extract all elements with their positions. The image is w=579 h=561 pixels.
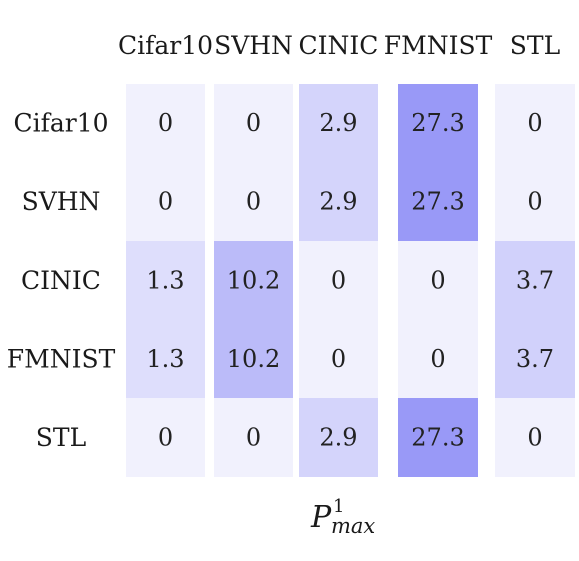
row-label-cifar10: Cifar10	[13, 109, 108, 138]
row-labels: Cifar10 SVHN CINIC FMNIST STL	[7, 109, 116, 453]
heatmap-cell-cinic-cinic	[299, 241, 378, 320]
heatmap-cell-cinic-cifar10	[126, 241, 205, 320]
title-base: P	[310, 500, 332, 535]
cell-value-stl-svhn: 0	[246, 424, 261, 452]
title-subscript: max	[331, 514, 375, 538]
cell-value-fmnist-stl: 3.7	[516, 345, 554, 373]
column-label-cinic: CINIC	[299, 31, 379, 60]
cell-value-cinic-cifar10: 1.3	[146, 267, 184, 295]
cell-value-cifar10-stl: 0	[527, 109, 542, 137]
heatmap-cell-fmnist-cifar10	[126, 320, 205, 398]
row-label-fmnist: FMNIST	[7, 345, 116, 374]
cell-value-stl-cinic: 2.9	[319, 424, 357, 452]
cell-value-cifar10-cifar10: 0	[158, 109, 173, 137]
cell-value-svhn-cinic: 2.9	[319, 188, 357, 216]
heatmap-cell-fmnist-stl	[495, 320, 575, 398]
heatmap-cell-stl-svhn	[214, 398, 293, 477]
heatmap-cell-stl-fmnist	[398, 398, 478, 477]
cell-value-fmnist-fmnist: 0	[430, 345, 445, 373]
heatmap-cell-cifar10-svhn	[214, 84, 293, 162]
cell-value-fmnist-cinic: 0	[331, 345, 346, 373]
heatmap-cell-fmnist-cinic	[299, 320, 378, 398]
cell-value-svhn-stl: 0	[527, 188, 542, 216]
heatmap-cell-svhn-cifar10	[126, 162, 205, 241]
heatmap-cell-svhn-stl	[495, 162, 575, 241]
cell-value-stl-stl: 0	[527, 424, 542, 452]
cell-value-svhn-cifar10: 0	[158, 188, 173, 216]
cell-value-cinic-svhn: 10.2	[227, 267, 280, 295]
chart-title: P 1 max	[310, 496, 375, 538]
heatmap-cell-stl-stl	[495, 398, 575, 477]
cell-value-fmnist-cifar10: 1.3	[146, 345, 184, 373]
heatmap-cell-svhn-svhn	[214, 162, 293, 241]
heatmap-cell-cinic-fmnist	[398, 241, 478, 320]
row-label-stl: STL	[36, 423, 86, 452]
cell-value-cinic-stl: 3.7	[516, 267, 554, 295]
row-label-cinic: CINIC	[21, 266, 101, 295]
column-label-cifar10: Cifar10	[118, 31, 213, 60]
row-label-svhn: SVHN	[22, 187, 101, 216]
column-label-svhn: SVHN	[214, 31, 293, 60]
heatmap-cell-cifar10-cinic	[299, 84, 378, 162]
column-label-fmnist: FMNIST	[384, 31, 493, 60]
cell-value-cinic-fmnist: 0	[430, 267, 445, 295]
cell-value-svhn-svhn: 0	[246, 188, 261, 216]
heatmap-cell-svhn-cinic	[299, 162, 378, 241]
cell-value-cinic-cinic: 0	[331, 267, 346, 295]
cell-value-fmnist-svhn: 10.2	[227, 345, 280, 373]
column-labels: Cifar10 SVHN CINIC FMNIST STL	[118, 31, 560, 60]
heatmap-cell-cinic-stl	[495, 241, 575, 320]
heatmap-cell-cifar10-cifar10	[126, 84, 205, 162]
cell-value-stl-fmnist: 27.3	[411, 424, 464, 452]
column-label-stl: STL	[510, 31, 560, 60]
heatmap-cell-svhn-fmnist	[398, 162, 478, 241]
heatmap-cell-cinic-svhn	[214, 241, 293, 320]
cell-value-cifar10-cinic: 2.9	[319, 109, 357, 137]
heatmap-cell-stl-cifar10	[126, 398, 205, 477]
heatmap-cell-stl-cinic	[299, 398, 378, 477]
heatmap-cells: 0 0 2.9 27.3 0 0 0 2.9 27.3 0 1.3 10.2 0 0 3.7 1.3 10.2 0…	[126, 84, 575, 477]
heatmap-cell-cifar10-fmnist	[398, 84, 478, 162]
heatmap-cell-cifar10-stl	[495, 84, 575, 162]
heatmap-cell-fmnist-fmnist	[398, 320, 478, 398]
cell-value-cifar10-svhn: 0	[246, 109, 261, 137]
title-superscript: 1	[333, 496, 344, 517]
cell-value-cifar10-fmnist: 27.3	[411, 109, 464, 137]
cell-value-svhn-fmnist: 27.3	[411, 188, 464, 216]
heatmap-cell-fmnist-svhn	[214, 320, 293, 398]
cell-value-stl-cifar10: 0	[158, 424, 173, 452]
